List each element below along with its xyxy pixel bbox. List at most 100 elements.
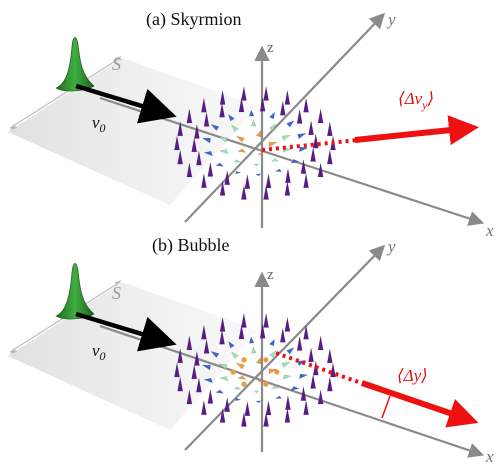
x-axis-label: x	[485, 447, 494, 466]
spin-cone	[296, 336, 303, 351]
spin-cone	[269, 123, 277, 131]
spin-cone	[207, 162, 214, 177]
spin-cone	[210, 350, 220, 358]
spin-core-dot	[230, 369, 236, 375]
spin-cone	[317, 162, 324, 178]
sheet-plane	[8, 282, 258, 430]
spin-cone	[284, 317, 291, 332]
shift-dotted-line	[261, 138, 359, 152]
spin-cone	[308, 120, 314, 136]
spin-cone	[268, 141, 278, 148]
spin-cone	[174, 135, 180, 151]
spin-cone	[310, 374, 316, 389]
spin-cone	[215, 162, 224, 167]
spin-cone	[249, 109, 255, 117]
spin-cone	[194, 351, 200, 366]
spin-cone	[201, 173, 207, 188]
spin-cone	[253, 163, 260, 167]
spin-cone	[194, 124, 200, 139]
spin-core-dot	[263, 381, 269, 387]
spin-cone	[257, 379, 264, 383]
spin-cone	[203, 339, 210, 354]
spin-cone	[303, 400, 309, 415]
panel-title: (a) Skyrmion	[146, 9, 241, 30]
spin-cone	[285, 395, 291, 410]
spin-cone	[284, 408, 291, 423]
skyrmion-spins	[174, 86, 336, 200]
spin-cone	[224, 397, 231, 412]
spin-cone	[330, 362, 336, 378]
spin-cone	[297, 133, 307, 140]
spin-cone	[270, 158, 279, 162]
spin-cone	[257, 152, 264, 156]
spin-cone	[263, 86, 269, 101]
sheet-edge-arrow	[9, 57, 121, 129]
spin-cone	[219, 90, 226, 105]
spin-cone	[290, 159, 300, 164]
spin-cone	[285, 168, 291, 183]
spin-cone	[219, 317, 226, 332]
spin-cone	[196, 378, 202, 393]
shift-bracket	[381, 395, 391, 419]
spin-cone	[255, 400, 262, 404]
spin-cone	[279, 328, 286, 343]
y-axis-label: y	[386, 10, 396, 29]
y-axis-label: y	[386, 237, 396, 256]
panel-title: (b) Bubble	[152, 235, 229, 256]
spin-cone	[274, 168, 282, 172]
spin-cone	[281, 134, 291, 141]
spin-cone	[255, 129, 262, 138]
spin-cone	[186, 389, 193, 405]
spin-cone	[255, 356, 262, 365]
spin-cone	[244, 401, 251, 416]
spin-cone	[233, 159, 242, 163]
velocity-label: v0	[92, 341, 106, 363]
spin-cone	[218, 136, 228, 143]
spin-core-dot	[241, 381, 247, 387]
spin-cone	[235, 135, 245, 143]
sheet-plane	[8, 58, 258, 205]
spin-cone	[224, 170, 231, 185]
spin-cone	[219, 376, 229, 382]
spin-cone	[186, 108, 193, 124]
spin-cone	[269, 350, 277, 358]
spin-cone	[237, 148, 247, 153]
spin-cone	[244, 174, 251, 189]
spin-cone	[303, 173, 309, 188]
spin-cone	[281, 361, 291, 368]
spin-cone	[310, 147, 316, 162]
wavepacket-icon	[55, 37, 95, 92]
shift-arrow	[361, 380, 479, 428]
spin-cone	[228, 113, 235, 122]
spin-cone	[235, 170, 242, 174]
spin-cone	[270, 385, 279, 389]
spin-cone	[265, 173, 272, 189]
spin-cone	[300, 159, 307, 174]
spin-cone	[326, 377, 333, 392]
spin-cone	[299, 373, 309, 380]
spin-cone	[251, 346, 257, 354]
spin-cone	[241, 313, 247, 328]
spin-cone	[235, 397, 242, 401]
spin-cone	[196, 151, 202, 166]
spin-core-dot	[263, 357, 269, 363]
spin-cone	[201, 364, 211, 371]
z-axis-label: z	[267, 267, 274, 283]
spin-cone	[326, 348, 333, 364]
spin-cone	[186, 162, 193, 178]
spin-cone	[231, 124, 239, 132]
spin-cone	[265, 400, 272, 416]
spin-cone	[253, 390, 260, 394]
spin-cone	[219, 181, 226, 196]
spin-core-dot	[274, 369, 280, 375]
spin-cone	[218, 363, 228, 370]
spin-cone	[241, 185, 247, 200]
velocity-arrow	[75, 311, 177, 352]
spin-cone	[263, 313, 269, 328]
spin-cone	[219, 103, 225, 118]
spin-cone	[201, 137, 211, 144]
spin-cone	[303, 98, 309, 113]
spin-cone	[201, 98, 207, 113]
spin-cone	[241, 412, 247, 427]
shift-label: ⟨Δvy⟩	[398, 89, 434, 112]
